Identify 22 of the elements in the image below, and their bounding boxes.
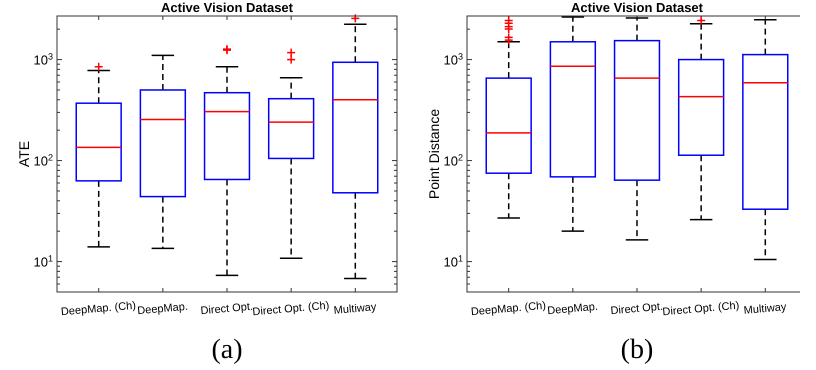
x-tick-label: DeepMap. (Ch) <box>470 300 546 318</box>
y-tick-label: 10$^{1}$ <box>443 254 463 270</box>
x-tick-label: DeepMap. <box>546 300 598 318</box>
y-tick-label: 10$^{3}$ <box>443 52 463 68</box>
y-tick-label: 10$^{2}$ <box>33 152 53 169</box>
x-tick-label: Direct Opt. <box>200 300 254 318</box>
x-tick-label: DeepMap. <box>136 300 188 318</box>
y-axis-title: ATE <box>16 140 32 168</box>
x-tick-label: Direct Opt. (Ch) <box>662 300 740 318</box>
y-axis-title: Point Distance <box>426 108 442 200</box>
chart-title: Active Vision Dataset <box>161 0 294 15</box>
chart-title: Active Vision Dataset <box>571 0 704 15</box>
x-tick-label: Multiway <box>743 301 788 317</box>
y-tick-label: 10$^{3}$ <box>33 52 53 68</box>
x-tick-label: Multiway <box>333 301 378 317</box>
text: (b) <box>620 334 654 365</box>
x-tick-label: Direct Opt. <box>610 300 664 318</box>
x-tick-label: DeepMap. (Ch) <box>60 300 136 318</box>
y-tick-label: 10$^{1}$ <box>33 254 53 270</box>
text: (a) <box>211 334 243 365</box>
x-tick-label: Direct Opt. (Ch) <box>252 300 330 318</box>
y-tick-label: 10$^{2}$ <box>443 152 463 169</box>
